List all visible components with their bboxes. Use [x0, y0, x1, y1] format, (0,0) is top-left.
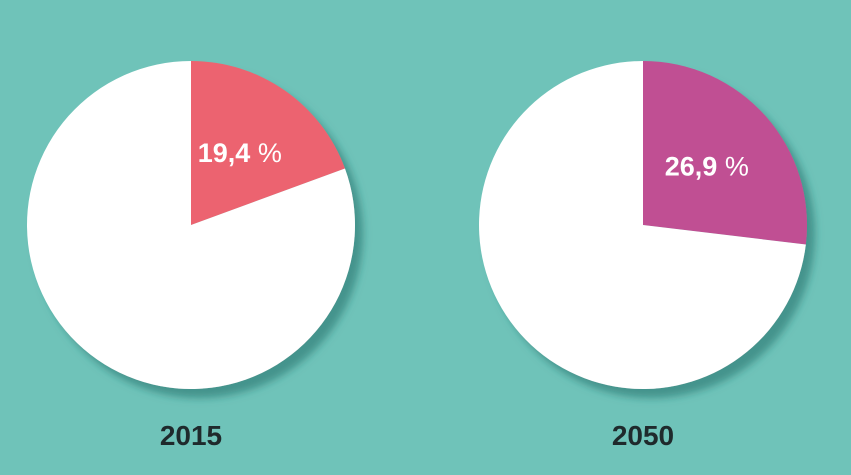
pie-2-slice-1-label: 26,9 % [665, 152, 749, 182]
pie-chart-2 [479, 61, 808, 390]
pie-2-slice-1 [643, 61, 808, 245]
pie-1-slice-1-label: 19,4 % [198, 138, 282, 168]
pie-1-slice-1 [191, 61, 345, 225]
pie-1-slice-2 [27, 60, 356, 389]
pie-1-year-label: 2015 [159, 420, 223, 451]
pie-2-slice-2 [479, 61, 806, 390]
pie-2-year-label: 2050 [611, 420, 675, 451]
pie-chart-1 [27, 60, 356, 389]
